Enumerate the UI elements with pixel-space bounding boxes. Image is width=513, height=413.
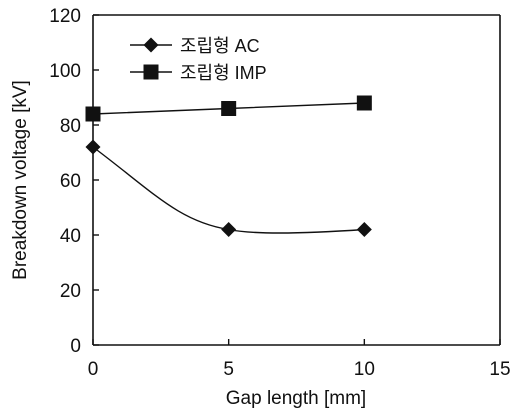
- y-tick-label: 20: [60, 281, 81, 302]
- square-marker: [85, 106, 101, 122]
- square-marker: [356, 95, 372, 111]
- x-tick-label: 15: [489, 359, 510, 380]
- diamond-marker: [356, 222, 372, 237]
- square-marker: [221, 101, 237, 116]
- series-line: [92, 146, 365, 234]
- x-tick-label: 0: [88, 359, 99, 380]
- legend: 조립형 AC 조립형 IMP: [130, 36, 267, 83]
- diamond-marker: [143, 37, 159, 53]
- x-ticks: 0 5 10 15: [88, 339, 511, 380]
- legend-item-2: 조립형 IMP: [130, 63, 267, 83]
- legend-label: 조립형 AC: [180, 36, 260, 56]
- y-tick-label: 80: [60, 116, 81, 137]
- y-tick-label: 100: [49, 61, 81, 82]
- x-tick-label: 10: [354, 359, 375, 380]
- square-marker: [143, 64, 159, 80]
- y-ticks: 0 20 40 60 80 100 120: [49, 6, 99, 357]
- diamond-marker: [221, 222, 237, 237]
- diamond-marker: [85, 139, 101, 155]
- y-tick-label: 0: [70, 336, 81, 357]
- y-axis-title: Breakdown voltage [kV]: [10, 80, 31, 280]
- y-tick-label: 60: [60, 171, 81, 192]
- series-layer: [85, 95, 372, 237]
- series-1: [85, 139, 372, 237]
- y-tick-label: 40: [60, 226, 81, 247]
- y-tick-label: 120: [49, 6, 81, 27]
- series-2: [85, 95, 372, 122]
- x-tick-label: 5: [223, 359, 234, 380]
- legend-item-1: 조립형 AC: [130, 36, 260, 56]
- legend-label: 조립형 IMP: [180, 63, 267, 83]
- x-axis-title: Gap length [mm]: [226, 388, 366, 409]
